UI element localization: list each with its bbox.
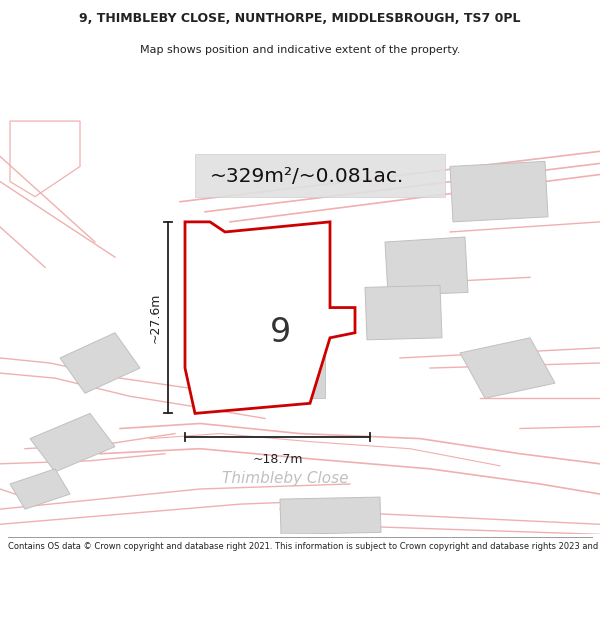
Text: ~329m²/~0.081ac.: ~329m²/~0.081ac. [210,167,404,186]
Text: ~27.6m: ~27.6m [149,292,161,343]
Polygon shape [185,222,355,413]
Polygon shape [30,413,115,472]
Text: ~18.7m: ~18.7m [252,452,303,466]
Polygon shape [235,332,325,398]
Text: 9, THIMBLEBY CLOSE, NUNTHORPE, MIDDLESBROUGH, TS7 0PL: 9, THIMBLEBY CLOSE, NUNTHORPE, MIDDLESBR… [79,12,521,25]
Text: Thimbleby Close: Thimbleby Close [222,471,348,486]
Text: Contains OS data © Crown copyright and database right 2021. This information is : Contains OS data © Crown copyright and d… [8,542,600,551]
Polygon shape [10,469,70,509]
Polygon shape [385,237,468,296]
Polygon shape [450,161,548,222]
Polygon shape [460,338,555,398]
Bar [195,154,445,197]
Text: Map shows position and indicative extent of the property.: Map shows position and indicative extent… [140,45,460,55]
Text: 9: 9 [269,316,290,349]
Polygon shape [365,286,442,340]
Polygon shape [60,332,140,393]
Polygon shape [280,497,381,534]
